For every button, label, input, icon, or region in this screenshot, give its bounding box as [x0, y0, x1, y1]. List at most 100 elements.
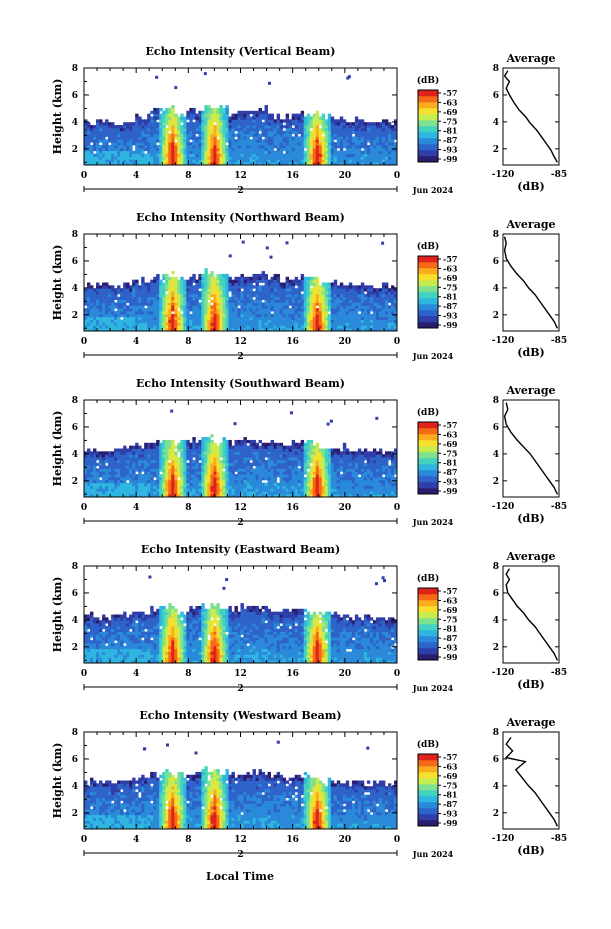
heatmap-cell [378, 125, 383, 129]
heatmap-cell [180, 319, 184, 323]
heatmap-cell [174, 457, 178, 461]
heatmap-cell [195, 308, 199, 312]
heatmap-cell [360, 139, 365, 143]
heatmap-cell [231, 468, 235, 472]
heatmap-cell [219, 107, 223, 112]
heatmap-cell [234, 299, 238, 303]
heatmap-cell [225, 305, 229, 309]
heatmap-cell [291, 285, 296, 289]
heatmap-cell [180, 288, 184, 292]
heatmap-cell [189, 107, 193, 112]
heatmap-cell [189, 113, 193, 117]
heatmap-cell [309, 139, 314, 143]
heatmap-cell [327, 305, 332, 309]
heatmap-cell [123, 319, 127, 323]
heatmap-cell [339, 125, 344, 129]
heatmap-cell [234, 322, 238, 326]
heatmap-cell [192, 316, 196, 320]
heatmap-cell [144, 479, 148, 484]
heatmap-cell [117, 311, 121, 315]
heatmap-cell [288, 279, 293, 283]
heatmap-cell [246, 285, 250, 289]
heatmap-cell [237, 293, 241, 298]
heatmap-cell [315, 279, 320, 283]
heatmap-cell [138, 451, 142, 455]
heatmap-cell [267, 136, 271, 140]
heatmap-cell [219, 471, 223, 475]
heatmap-cell [210, 305, 214, 309]
heatmap-cell [228, 282, 232, 286]
heatmap-cell [276, 273, 281, 278]
heatmap-cell [159, 125, 163, 129]
heatmap-cell [354, 291, 359, 295]
heatmap-cell [300, 110, 305, 115]
heatmap-cell [267, 305, 271, 309]
heatmap-cell [297, 291, 302, 295]
heatmap-cell [162, 288, 166, 292]
heatmap-cell [201, 454, 205, 458]
heatmap-cell [171, 133, 175, 137]
heatmap-cell [393, 319, 398, 323]
heatmap-cell [189, 308, 193, 312]
heatmap-cell [222, 462, 226, 467]
heatmap-cell [282, 319, 287, 323]
heatmap-cell [246, 319, 250, 323]
profile-x-tick-label: -85 [551, 170, 567, 180]
heatmap-cell [144, 442, 148, 447]
heatmap-cell [228, 285, 232, 289]
heatmap-cell [180, 313, 184, 318]
heatmap-cell [177, 457, 181, 461]
profile-title: Average [505, 52, 555, 65]
heatmap-cell [204, 288, 208, 292]
heatmap-cell [135, 156, 139, 160]
heatmap-cell [156, 311, 160, 315]
heatmap-cell [198, 494, 202, 498]
heatmap-cell [303, 122, 308, 126]
heatmap-cell [294, 308, 299, 312]
heatmap-cell [228, 482, 232, 486]
heatmap-cell [237, 162, 241, 166]
heatmap-cell [180, 325, 184, 329]
heatmap-cell [360, 122, 365, 126]
heatmap-cell [132, 468, 136, 472]
heatmap-cell [285, 305, 290, 309]
heatmap-cell [351, 302, 356, 306]
heatmap-cell [138, 308, 142, 312]
heatmap-cell [120, 462, 124, 467]
heatmap-cell [390, 288, 395, 292]
heatmap-cell [273, 299, 278, 303]
heatmap-cell [198, 139, 202, 143]
heatmap-cell [192, 468, 196, 472]
heatmap-cell [285, 316, 290, 320]
heatmap-cell [117, 147, 121, 152]
heatmap-cell [258, 485, 262, 489]
heatmap-cell [366, 288, 371, 292]
heatmap-cell [309, 116, 314, 120]
colorbar-segment [418, 322, 438, 329]
heatmap-cell [93, 319, 97, 323]
heatmap-cell [87, 305, 91, 309]
heatmap-cell [258, 113, 262, 117]
heatmap-cell [294, 288, 299, 292]
heatmap-cell [165, 296, 169, 301]
heatmap-cell [141, 156, 145, 160]
heatmap-cell [129, 485, 133, 489]
heatmap-cell [201, 328, 205, 332]
heatmap-cell [228, 302, 232, 306]
heatmap-cell [216, 313, 220, 318]
heatmap-cell [102, 145, 106, 149]
heatmap-cell [153, 305, 157, 309]
heatmap-cell [141, 302, 145, 306]
y-tick-label: 4 [72, 118, 78, 128]
heatmap-cell [393, 291, 398, 295]
heatmap-cell [270, 122, 275, 126]
heatmap-cell [378, 145, 383, 149]
heatmap-cell [123, 468, 127, 472]
heatmap-cell [168, 150, 172, 154]
heatmap-cell [240, 159, 244, 163]
heatmap-cell [366, 159, 371, 163]
heatmap-cell [153, 479, 157, 484]
heatmap-cell [207, 462, 211, 467]
heatmap-cell [252, 482, 256, 486]
